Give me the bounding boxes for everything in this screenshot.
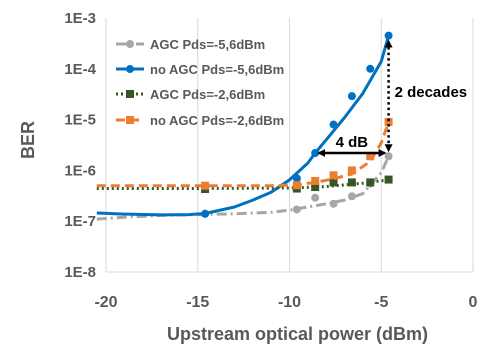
data-point xyxy=(347,178,356,187)
data-point xyxy=(201,209,210,218)
data-point xyxy=(347,92,356,101)
two-decades-label: 2 decades xyxy=(395,84,468,101)
data-point xyxy=(329,178,338,187)
x-tick-label: 0 xyxy=(469,294,478,311)
data-point xyxy=(311,176,320,185)
y-tick-label: 1E-3 xyxy=(64,10,96,27)
legend-entry: AGC Pds=-2,6dBm xyxy=(116,87,265,102)
legend-entry: no AGC Pds=-2,6dBm xyxy=(116,113,284,128)
series-layer xyxy=(96,31,393,221)
x-tick-label: -10 xyxy=(278,294,301,311)
legend-label: no AGC Pds=-2,6dBm xyxy=(150,113,284,128)
y-axis-title: BER xyxy=(18,121,38,159)
data-point xyxy=(347,166,356,175)
data-point xyxy=(366,178,375,187)
legend-entry: AGC Pds=-5,6dBm xyxy=(116,37,265,52)
data-point xyxy=(311,183,320,192)
x-tick-labels: -20 -15 -10 -5 0 xyxy=(94,294,477,311)
x-tick-label: -5 xyxy=(374,294,388,311)
two-decades-annotation: 2 decades xyxy=(384,39,468,153)
y-tick-label: 1E-7 xyxy=(64,213,96,230)
y-tick-label: 1E-4 xyxy=(64,61,96,78)
series-line xyxy=(96,121,391,188)
legend: AGC Pds=-5,6dBm no AGC Pds=-5,6dBm AGC P… xyxy=(116,37,284,128)
four-db-label: 4 dB xyxy=(336,134,369,151)
y-tick-label: 1E-6 xyxy=(64,162,96,179)
data-point xyxy=(384,31,393,40)
data-point xyxy=(347,192,356,201)
four-db-annotation: 4 dB xyxy=(317,134,387,158)
y-tick-labels: 1E-3 1E-4 1E-5 1E-6 1E-7 1E-8 xyxy=(64,10,96,281)
x-axis-title: Upstream optical power (dBm) xyxy=(167,324,428,344)
data-point xyxy=(311,193,320,202)
data-point xyxy=(292,181,301,190)
data-point xyxy=(366,64,375,73)
y-tick-label: 1E-5 xyxy=(64,112,96,129)
data-point xyxy=(384,152,393,161)
legend-label: AGC Pds=-5,6dBm xyxy=(150,37,265,52)
annotations: 4 dB 2 decades xyxy=(317,39,468,158)
legend-entry: no AGC Pds=-5,6dBm xyxy=(116,62,284,77)
data-point xyxy=(329,171,338,180)
legend-label: no AGC Pds=-5,6dBm xyxy=(150,62,284,77)
data-point xyxy=(311,149,320,158)
data-point xyxy=(384,175,393,184)
y-tick-label: 1E-8 xyxy=(64,264,96,281)
x-tick-label: -20 xyxy=(94,294,117,311)
data-point xyxy=(329,120,338,129)
data-point xyxy=(329,199,338,208)
data-point xyxy=(292,205,301,214)
data-point xyxy=(201,181,210,190)
data-point xyxy=(292,174,301,183)
axes xyxy=(105,18,473,273)
legend-label: AGC Pds=-2,6dBm xyxy=(150,87,265,102)
x-tick-label: -15 xyxy=(186,294,209,311)
